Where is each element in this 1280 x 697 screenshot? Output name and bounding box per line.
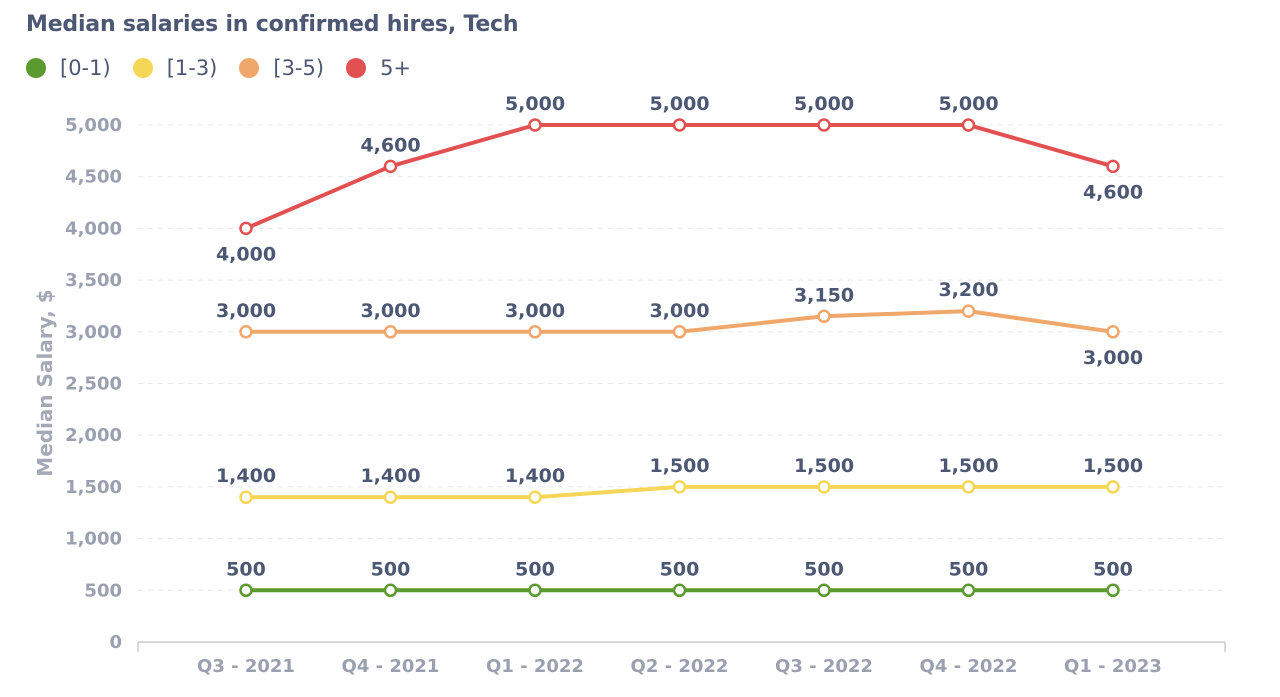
y-tick-label-0: 0 [109, 632, 122, 653]
data-label-3-5-5: 3,200 [938, 279, 998, 301]
data-point-0-1-5[interactable] [961, 583, 976, 598]
chart-legend: [0-1) [1-3) [3-5) 5+ [26, 56, 433, 80]
legend-label-1-3: [1-3) [166, 56, 218, 80]
legend-swatch-5-plus [346, 58, 367, 78]
data-label-1-3-6: 1,500 [1083, 455, 1143, 477]
data-label-3-5-1: 3,000 [360, 300, 420, 322]
x-tick-label-q4-2022: Q4 - 2022 [920, 656, 1018, 677]
x-tick-label-q1-2023: Q1 - 2023 [1064, 656, 1162, 677]
y-tick-label-2000: 2,000 [65, 425, 122, 446]
legend-item-0-1[interactable]: [0-1) [26, 56, 111, 80]
data-label-3-5-0: 3,000 [216, 300, 276, 322]
data-label-3-5-4: 3,150 [794, 284, 854, 306]
data-label-5-6: 4,600 [1083, 181, 1143, 203]
chart-title: Median salaries in confirmed hires, Tech [26, 12, 519, 37]
data-label-5-5: 5,000 [938, 93, 998, 115]
data-label-1-3-4: 1,500 [794, 455, 854, 477]
data-label-0-1-4: 500 [804, 558, 844, 580]
data-label-1-3-1: 1,400 [360, 465, 420, 487]
data-label-3-5-6: 3,000 [1083, 347, 1143, 369]
y-tick-label-3000: 3,000 [65, 322, 122, 343]
data-point-0-1-3[interactable] [672, 583, 687, 598]
data-point-5-3[interactable] [672, 118, 687, 132]
data-point-5-4[interactable] [817, 118, 831, 132]
data-point-0-1-0[interactable] [239, 583, 253, 598]
data-label-1-3-2: 1,400 [505, 465, 565, 487]
data-point-1-3-1[interactable] [383, 490, 398, 504]
legend-label-3-5: [3-5) [273, 56, 325, 80]
data-point-3-5-0[interactable] [239, 325, 253, 339]
data-point-0-1-6[interactable] [1106, 583, 1120, 598]
data-point-5-5[interactable] [961, 118, 976, 132]
data-label-3-5-3: 3,000 [649, 300, 709, 322]
data-point-3-5-1[interactable] [383, 325, 398, 339]
data-label-5-0: 4,000 [216, 243, 276, 265]
legend-item-1-3[interactable]: [1-3) [132, 56, 218, 80]
x-tick-label-q2-2022: Q2 - 2022 [631, 656, 729, 677]
data-label-0-1-5: 500 [949, 558, 989, 580]
data-label-3-5-2: 3,000 [505, 300, 565, 322]
data-point-5-2[interactable] [528, 118, 542, 132]
data-label-0-1-3: 500 [660, 558, 700, 580]
data-point-0-1-1[interactable] [383, 583, 398, 598]
y-tick-label-3500: 3,500 [65, 270, 122, 291]
data-point-0-1-2[interactable] [528, 583, 542, 598]
y-tick-label-500: 500 [84, 580, 122, 601]
data-point-3-5-6[interactable] [1106, 325, 1120, 339]
x-tick-label-q3-2021: Q3 - 2021 [197, 656, 295, 677]
data-point-3-5-2[interactable] [528, 325, 542, 339]
legend-swatch-1-3 [132, 58, 153, 78]
data-point-1-3-3[interactable] [672, 480, 687, 494]
data-label-0-1-0: 500 [226, 558, 266, 580]
data-point-0-1-4[interactable] [817, 583, 831, 598]
data-label-1-3-3: 1,500 [649, 455, 709, 477]
x-tick-label-q4-2021: Q4 - 2021 [342, 656, 440, 677]
legend-item-5-plus[interactable]: 5+ [346, 56, 411, 80]
data-label-5-1: 4,600 [360, 134, 420, 156]
data-label-5-4: 5,000 [794, 93, 854, 115]
y-axis-label: Median Salary, $ [33, 289, 57, 476]
data-label-0-1-2: 500 [515, 558, 555, 580]
legend-label-0-1: [0-1) [60, 56, 111, 80]
x-tick-label-q3-2022: Q3 - 2022 [775, 656, 873, 677]
legend-label-5-plus: 5+ [380, 56, 412, 80]
y-tick-label-5000: 5,000 [65, 115, 122, 136]
data-point-5-1[interactable] [383, 159, 398, 174]
data-label-0-1-1: 500 [371, 558, 411, 580]
data-label-5-2: 5,000 [505, 93, 565, 115]
legend-item-3-5[interactable]: [3-5) [239, 56, 324, 80]
data-label-5-3: 5,000 [649, 93, 709, 115]
y-tick-label-4000: 4,000 [65, 218, 122, 239]
data-point-1-3-2[interactable] [528, 490, 542, 504]
data-label-1-3-5: 1,500 [938, 455, 998, 477]
data-point-5-0[interactable] [239, 221, 253, 236]
data-point-3-5-5[interactable] [961, 304, 976, 318]
data-point-1-3-6[interactable] [1106, 480, 1120, 494]
data-point-5-6[interactable] [1106, 159, 1120, 174]
y-tick-label-1000: 1,000 [65, 529, 122, 550]
y-tick-label-1500: 1,500 [65, 477, 122, 498]
data-point-1-3-5[interactable] [961, 480, 976, 494]
legend-swatch-3-5 [239, 58, 260, 78]
x-tick-label-q1-2022: Q1 - 2022 [486, 656, 584, 677]
y-tick-label-2500: 2,500 [65, 374, 122, 395]
data-point-1-3-0[interactable] [239, 490, 253, 504]
y-tick-label-4500: 4,500 [65, 167, 122, 188]
data-point-3-5-3[interactable] [672, 325, 687, 339]
data-point-3-5-4[interactable] [817, 309, 831, 324]
legend-swatch-0-1 [26, 58, 46, 78]
data-label-0-1-6: 500 [1093, 558, 1133, 580]
data-label-1-3-0: 1,400 [216, 465, 276, 487]
data-point-1-3-4[interactable] [817, 480, 831, 494]
